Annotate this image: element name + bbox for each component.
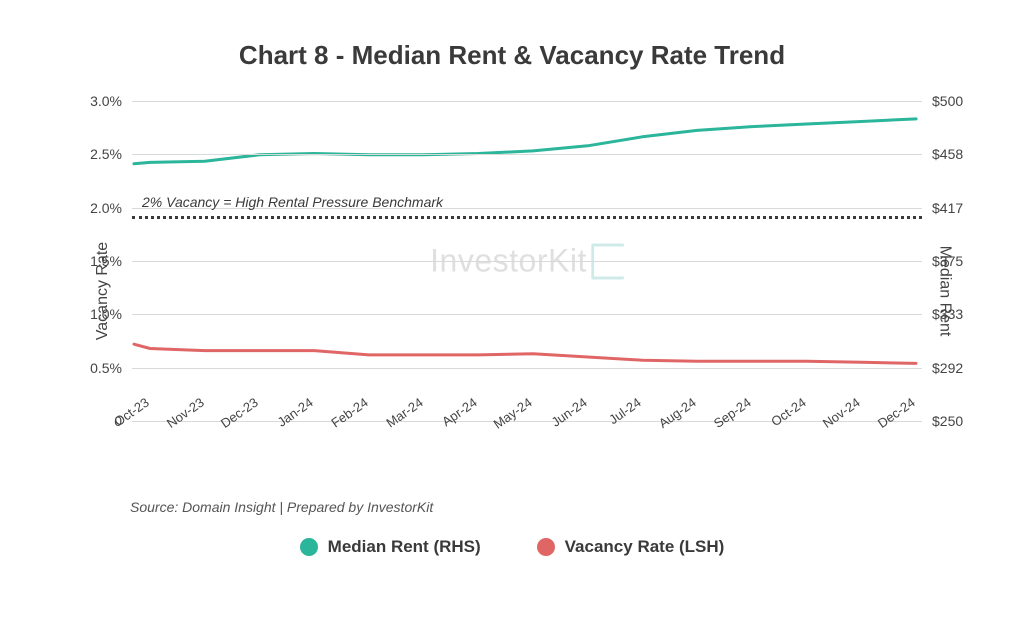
y-tick-left: 3.0% bbox=[90, 93, 132, 109]
line-vacancy bbox=[134, 344, 916, 363]
y-tick-left: 2.0% bbox=[90, 200, 132, 216]
y-tick-right: $375 bbox=[922, 253, 963, 269]
y-tick-right: $250 bbox=[922, 413, 963, 429]
y-tick-left: 0.5% bbox=[90, 360, 132, 376]
gridline bbox=[132, 101, 922, 102]
line-median-rent bbox=[134, 119, 916, 164]
legend-label-vacancy: Vacancy Rate (LSH) bbox=[565, 537, 725, 557]
y-tick-left: 2.5% bbox=[90, 146, 132, 162]
legend-dot-median-rent bbox=[300, 538, 318, 556]
gridline bbox=[132, 154, 922, 155]
plot-area: InvestorKit 0$2500.5%$2921.0%$3331.5%$37… bbox=[132, 101, 922, 421]
chart-wrap: Vacancy Rate Median Rent InvestorKit 0$2… bbox=[32, 91, 992, 491]
legend-item-vacancy: Vacancy Rate (LSH) bbox=[537, 537, 725, 557]
legend-label-median-rent: Median Rent (RHS) bbox=[328, 537, 481, 557]
y-tick-right: $417 bbox=[922, 200, 963, 216]
y-tick-right: $333 bbox=[922, 306, 963, 322]
gridline bbox=[132, 368, 922, 369]
chart-title: Chart 8 - Median Rent & Vacancy Rate Tre… bbox=[30, 40, 994, 71]
gridline bbox=[132, 261, 922, 262]
y-tick-right: $500 bbox=[922, 93, 963, 109]
benchmark-line bbox=[132, 216, 922, 219]
y-tick-left: 1.0% bbox=[90, 306, 132, 322]
gridline bbox=[132, 314, 922, 315]
y-tick-left: 1.5% bbox=[90, 253, 132, 269]
source-line: Source: Domain Insight | Prepared by Inv… bbox=[130, 499, 994, 515]
gridline bbox=[132, 421, 922, 422]
chart-container: Chart 8 - Median Rent & Vacancy Rate Tre… bbox=[0, 0, 1024, 630]
y-tick-right: $292 bbox=[922, 360, 963, 376]
legend-dot-vacancy bbox=[537, 538, 555, 556]
legend-item-median-rent: Median Rent (RHS) bbox=[300, 537, 481, 557]
y-tick-right: $458 bbox=[922, 146, 963, 162]
benchmark-label: 2% Vacancy = High Rental Pressure Benchm… bbox=[142, 194, 443, 210]
legend: Median Rent (RHS) Vacancy Rate (LSH) bbox=[30, 537, 994, 557]
